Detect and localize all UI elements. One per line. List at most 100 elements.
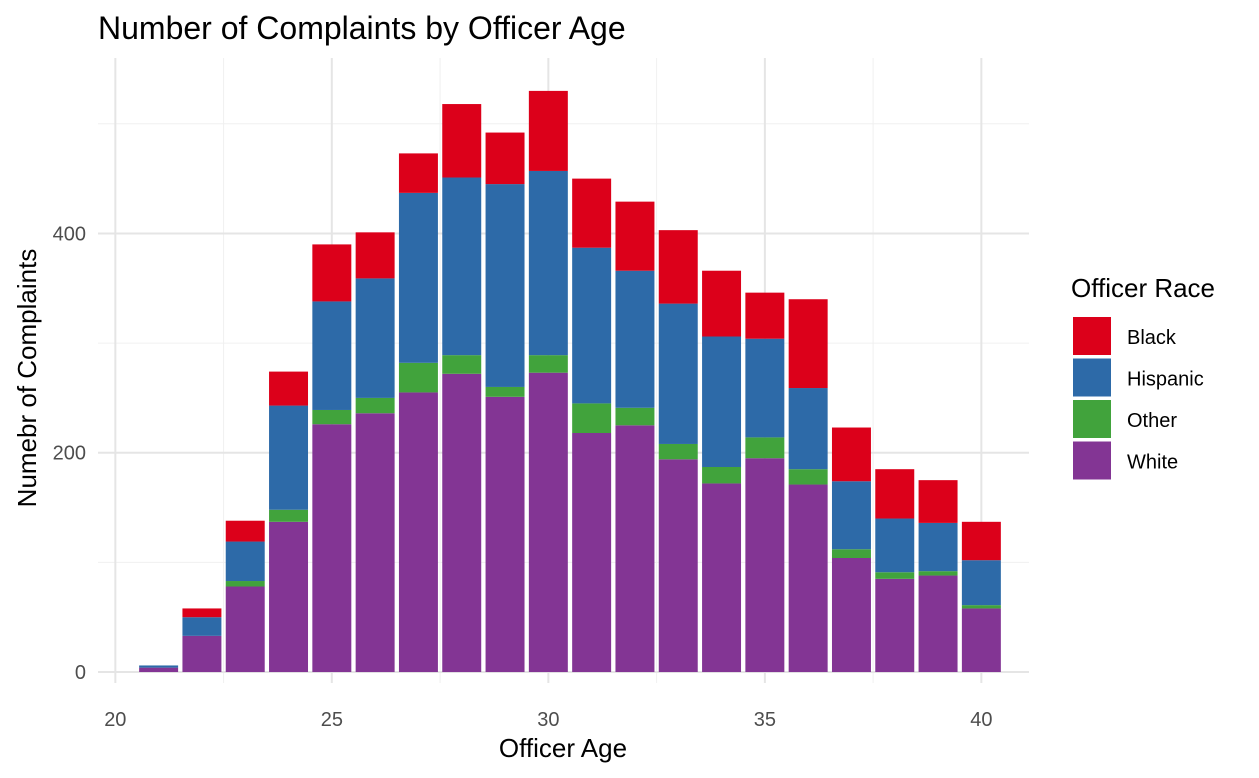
bar-segment-other-age-36 (788, 469, 828, 485)
bar-segment-black-age-28 (442, 104, 482, 178)
bar-segment-white-age-23 (225, 586, 265, 673)
bar-segment-white-age-38 (875, 578, 915, 673)
bar-segment-white-age-40 (961, 608, 1001, 673)
bar-segment-hispanic-age-33 (658, 303, 698, 444)
legend-label-black: Black (1127, 327, 1177, 349)
bar-segment-white-age-37 (831, 558, 871, 673)
bar-segment-white-age-35 (745, 458, 785, 673)
bar-segment-black-age-31 (572, 178, 612, 248)
bar-segment-white-age-28 (442, 373, 482, 673)
bar-segment-white-age-33 (658, 459, 698, 673)
y-axis-ticks: 0 200 400 (53, 223, 86, 684)
bar-segment-white-age-32 (615, 425, 655, 673)
bar-segment-black-age-29 (485, 132, 525, 185)
bar-segment-white-age-30 (528, 372, 568, 673)
x-axis-ticks: 20 25 30 35 40 (104, 709, 992, 731)
bar-segment-black-age-27 (398, 153, 438, 193)
bar-segment-black-age-32 (615, 201, 655, 271)
legend-label-hispanic: Hispanic (1127, 369, 1204, 391)
bar-segment-hispanic-age-28 (442, 177, 482, 356)
x-tick-label: 20 (104, 709, 126, 731)
bar-segment-black-age-40 (961, 521, 1001, 561)
bar-segment-white-age-24 (269, 521, 309, 673)
bar-segment-hispanic-age-36 (788, 388, 828, 470)
bar-segment-white-age-39 (918, 575, 958, 673)
bar-segment-other-age-29 (485, 386, 525, 397)
x-axis-title: Officer Age (499, 733, 627, 763)
bar-segment-other-age-24 (269, 509, 309, 522)
x-tick-label: 40 (970, 709, 992, 731)
bar-segment-other-age-30 (528, 355, 568, 373)
bar-segment-other-age-39 (918, 571, 958, 576)
bar-segment-white-age-34 (702, 483, 742, 673)
bar-segment-other-age-40 (961, 605, 1001, 609)
legend-swatch-black (1073, 317, 1111, 355)
bar-segment-other-age-31 (572, 403, 612, 433)
bar-segment-hispanic-age-35 (745, 338, 785, 438)
legend-label-other: Other (1127, 410, 1177, 432)
legend: Officer Race Black Hispanic Other White (1071, 273, 1215, 480)
bar-segment-hispanic-age-37 (831, 481, 871, 550)
bar-segment-other-age-23 (225, 581, 265, 587)
bar-segment-white-age-25 (312, 424, 352, 673)
bar-segment-black-age-34 (702, 270, 742, 337)
bar-segment-hispanic-age-39 (918, 522, 958, 572)
bar-segment-hispanic-age-29 (485, 184, 525, 387)
bar-segment-hispanic-age-31 (572, 247, 612, 404)
y-axis-title: Numebr of Complaints (12, 249, 42, 508)
bar-segment-white-age-26 (355, 413, 395, 673)
chart-title: Number of Complaints by Officer Age (98, 10, 626, 46)
legend-items: Black Hispanic Other White (1073, 317, 1204, 480)
bar-segment-black-age-23 (225, 520, 265, 542)
bar-segment-black-age-30 (528, 90, 568, 171)
bar-segment-other-age-26 (355, 397, 395, 414)
bar-segment-hispanic-age-34 (702, 336, 742, 467)
x-tick-label: 30 (537, 709, 559, 731)
bar-segment-black-age-36 (788, 299, 828, 389)
bar-segment-black-age-24 (269, 371, 309, 406)
bar-segment-hispanic-age-30 (528, 170, 568, 356)
y-tick-label: 400 (53, 223, 86, 245)
bar-segment-hispanic-age-27 (398, 192, 438, 363)
legend-label-white: White (1127, 452, 1178, 474)
bar-segment-hispanic-age-22 (182, 617, 222, 636)
bar-segment-white-age-36 (788, 484, 828, 673)
bar-segment-other-age-28 (442, 355, 482, 374)
bar-segment-black-age-39 (918, 480, 958, 523)
bar-segment-black-age-22 (182, 608, 222, 618)
bar-segment-other-age-35 (745, 437, 785, 459)
bar-segment-hispanic-age-21 (139, 665, 179, 668)
bar-segment-black-age-25 (312, 244, 352, 302)
y-tick-label: 200 (53, 443, 86, 465)
bars (139, 90, 1001, 673)
bar-segment-white-age-21 (139, 667, 179, 673)
legend-swatch-white (1073, 441, 1111, 480)
bar-segment-black-age-26 (355, 232, 395, 279)
bar-segment-white-age-22 (182, 635, 222, 673)
x-tick-label: 25 (321, 709, 343, 731)
bar-segment-hispanic-age-26 (355, 278, 395, 398)
bar-segment-other-age-32 (615, 407, 655, 426)
bar-segment-black-age-38 (875, 469, 915, 519)
legend-swatch-hispanic (1073, 358, 1111, 397)
bar-segment-white-age-31 (572, 433, 612, 673)
legend-swatch-other (1073, 400, 1111, 438)
bar-segment-black-age-35 (745, 292, 785, 339)
bar-segment-other-age-37 (831, 549, 871, 558)
bar-segment-white-age-29 (485, 396, 525, 673)
y-tick-label: 0 (75, 662, 86, 684)
bar-segment-hispanic-age-25 (312, 301, 352, 410)
bar-segment-white-age-27 (398, 392, 438, 673)
bar-segment-hispanic-age-40 (961, 560, 1001, 606)
bar-segment-black-age-37 (831, 427, 871, 482)
bar-segment-hispanic-age-23 (225, 541, 265, 582)
bar-segment-other-age-27 (398, 362, 438, 393)
legend-title: Officer Race (1071, 273, 1215, 303)
bar-segment-other-age-25 (312, 409, 352, 425)
bar-segment-other-age-38 (875, 572, 915, 579)
bar-segment-other-age-34 (702, 466, 742, 484)
bar-segment-other-age-33 (658, 443, 698, 460)
bar-segment-hispanic-age-32 (615, 270, 655, 408)
